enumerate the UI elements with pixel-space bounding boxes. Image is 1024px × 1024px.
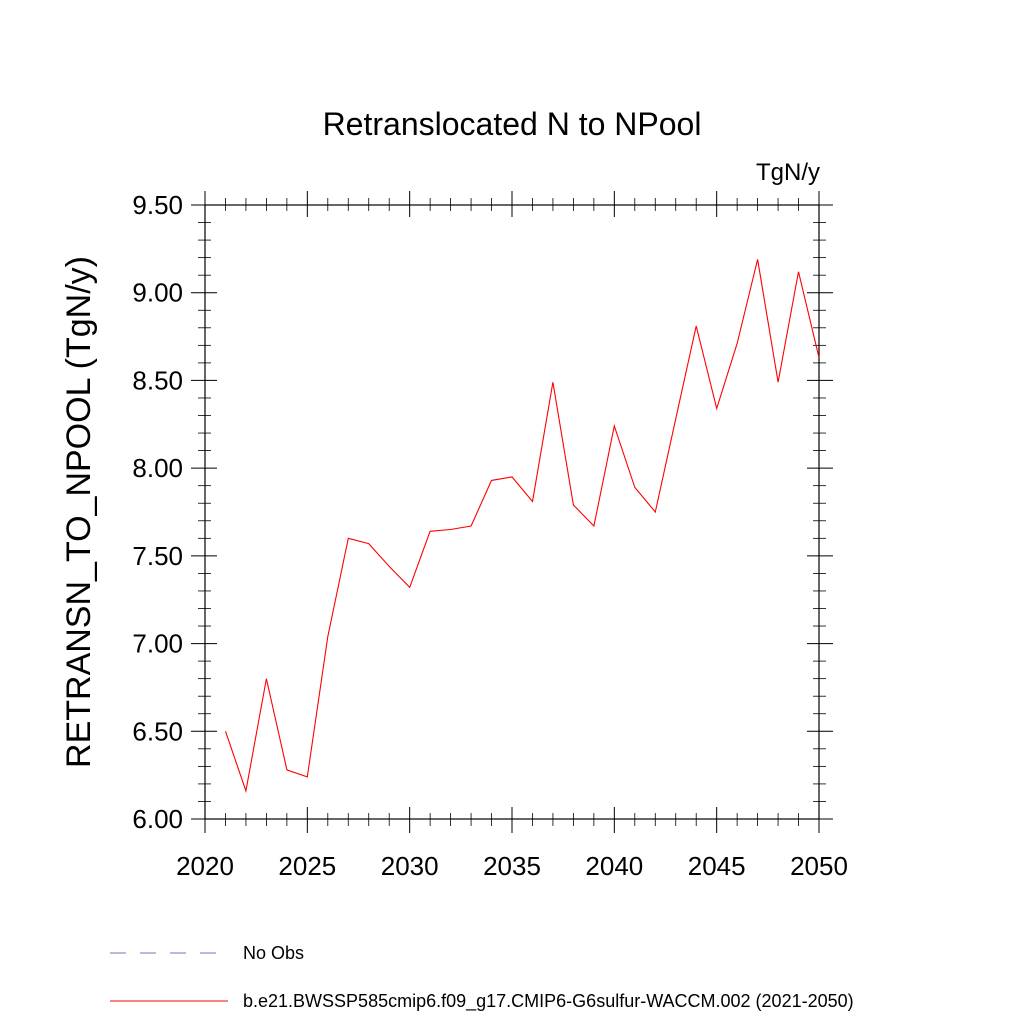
y-axis-label: RETRANSN_TO_NPOOL (TgN/y)	[60, 256, 98, 768]
y-tick-label: 9.50	[132, 190, 183, 220]
y-tick-label: 8.00	[132, 453, 183, 483]
x-tick-label: 2030	[381, 851, 439, 881]
x-tick-label: 2035	[483, 851, 541, 881]
y-tick-label: 9.00	[132, 278, 183, 308]
units-label: TgN/y	[756, 159, 820, 186]
y-tick-label: 7.50	[132, 541, 183, 571]
y-tick-label: 7.00	[132, 629, 183, 659]
chart-title: Retranslocated N to NPool	[323, 106, 702, 142]
y-tick-label: 8.50	[132, 365, 183, 395]
x-tick-label: 2025	[278, 851, 336, 881]
series-line	[224, 259, 820, 794]
series-layer	[224, 259, 820, 794]
y-tick-label: 6.50	[132, 716, 183, 746]
axis-tick-labels: 2020 2025 2030 2035 2040 2045 2050 6.00 6.50 7.00…	[132, 190, 848, 881]
plot-border	[204, 204, 820, 820]
legend: No Obs b.e21.BWSSP585cmip6.f09_g17.CMIP6-…	[110, 943, 854, 1012]
legend-label: No Obs	[243, 943, 304, 963]
x-tick-label: 2040	[585, 851, 643, 881]
x-tick-label: 2020	[176, 851, 234, 881]
plot-frame	[204, 204, 820, 820]
y-tick-label: 6.00	[132, 804, 183, 834]
axis-ticks	[191, 191, 833, 833]
x-tick-label: 2050	[790, 851, 848, 881]
x-tick-label: 2045	[688, 851, 746, 881]
legend-label: b.e21.BWSSP585cmip6.f09_g17.CMIP6-G6sulf…	[243, 991, 854, 1012]
